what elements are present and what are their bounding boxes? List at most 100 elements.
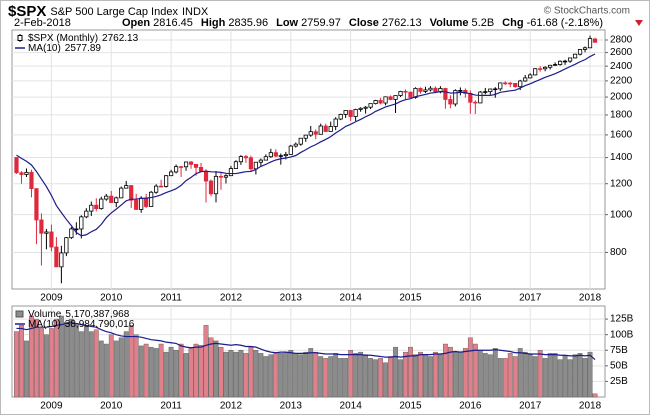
x-tick-label: 2015 <box>399 401 422 412</box>
candle-body <box>533 68 538 76</box>
index-name: S&P 500 Large Cap Index <box>50 6 178 18</box>
candle-body <box>114 197 119 203</box>
candle-body <box>263 156 268 161</box>
volume-bar <box>188 348 194 398</box>
volume-bar <box>103 343 109 398</box>
candle-body <box>54 246 59 268</box>
volume-bar <box>88 331 94 398</box>
volume-bar <box>268 354 274 398</box>
volume-bar <box>398 359 403 398</box>
volume-bar <box>323 358 329 398</box>
candle-body <box>433 87 438 93</box>
candle-body <box>69 228 74 239</box>
candle-body <box>592 38 598 43</box>
candle-body <box>79 216 84 230</box>
quote-value: 2816.45 <box>153 17 193 29</box>
y-tick-label: 2600 <box>610 47 633 58</box>
candle-body <box>558 60 563 65</box>
candle-body <box>423 89 428 92</box>
candle-body <box>44 231 49 234</box>
volume-bar <box>34 318 39 398</box>
candle-body <box>154 185 159 193</box>
candle-body <box>538 68 543 70</box>
volume-bar <box>527 354 533 398</box>
candle-body <box>14 157 19 174</box>
y-tick-label: 1800 <box>610 110 633 121</box>
candle-body <box>468 92 473 103</box>
y-tick-label: 100B <box>610 329 634 340</box>
volume-bar <box>283 351 289 398</box>
volume-bar <box>472 343 478 398</box>
volume-bar <box>53 318 59 398</box>
volume-bar <box>547 353 553 398</box>
candle-body <box>528 74 533 79</box>
candle-body <box>49 231 54 248</box>
candle-body <box>513 82 518 88</box>
candle-body <box>183 161 189 168</box>
volume-bar <box>223 351 229 398</box>
x-tick-label: 2012 <box>220 401 243 412</box>
volume-bar <box>552 353 558 398</box>
candle-body <box>418 87 423 92</box>
volume-bar <box>502 358 508 398</box>
volume-bar <box>203 325 209 398</box>
y-tick-label: 25B <box>610 376 628 387</box>
volume-bar <box>218 346 224 398</box>
y-tick-label: 50B <box>610 360 628 371</box>
quote-value: -61.68 (-2.18%) <box>527 17 603 29</box>
volume-bar <box>423 354 428 398</box>
volume-bar <box>557 359 563 398</box>
volume-bar <box>373 359 378 398</box>
x-tick-label: 2009 <box>40 293 63 304</box>
volume-bar <box>213 340 219 398</box>
volume-bar <box>208 337 214 398</box>
volume-bar <box>313 351 319 398</box>
candle-body <box>253 161 258 170</box>
x-tick-label: 2014 <box>340 293 363 304</box>
volume-bar <box>138 345 144 398</box>
candle-body <box>493 88 498 91</box>
candle-body <box>303 134 308 139</box>
candle-body <box>393 95 398 100</box>
y-tick-label: 800 <box>610 247 627 258</box>
candle-body <box>159 185 164 188</box>
candle-body <box>503 82 508 85</box>
candle-body <box>348 110 353 117</box>
legend-entry: MA(10) 2577.89 <box>28 43 101 54</box>
volume-bar <box>348 350 354 398</box>
volume-bar <box>318 356 324 398</box>
candle-body <box>572 53 578 59</box>
x-tick-label: 2013 <box>280 293 303 304</box>
candle-body <box>278 155 283 157</box>
volume-bar <box>173 350 179 398</box>
candle-body <box>129 185 134 201</box>
candle-body <box>203 170 209 182</box>
legend-entry: $SPX (Monthly) 2762.13 <box>28 33 139 44</box>
volume-bar <box>19 325 24 398</box>
x-tick-label: 2013 <box>280 401 303 412</box>
candle-body <box>223 175 229 178</box>
volume-bar <box>44 334 49 398</box>
legend-value: 2762.13 <box>102 33 139 44</box>
volume-bar <box>562 355 568 398</box>
volume-bar <box>452 351 458 398</box>
candle-body <box>328 126 333 132</box>
candle-body <box>563 60 568 63</box>
x-tick-label: 2016 <box>459 401 482 412</box>
candle-body <box>587 38 593 49</box>
volume-bar <box>567 359 573 398</box>
candle-body <box>19 172 24 175</box>
candle-body <box>363 106 368 109</box>
candle-body <box>508 82 513 85</box>
volume-bar <box>243 353 249 398</box>
volume-bar <box>49 328 54 398</box>
legend-value: 2577.89 <box>65 43 102 54</box>
volume-bar <box>388 356 393 398</box>
ma-line <box>16 53 596 237</box>
volume-bar <box>438 354 443 398</box>
candle-body <box>213 175 219 195</box>
candle-body <box>313 131 318 135</box>
candle-body <box>248 157 253 170</box>
volume-bar <box>433 351 438 398</box>
